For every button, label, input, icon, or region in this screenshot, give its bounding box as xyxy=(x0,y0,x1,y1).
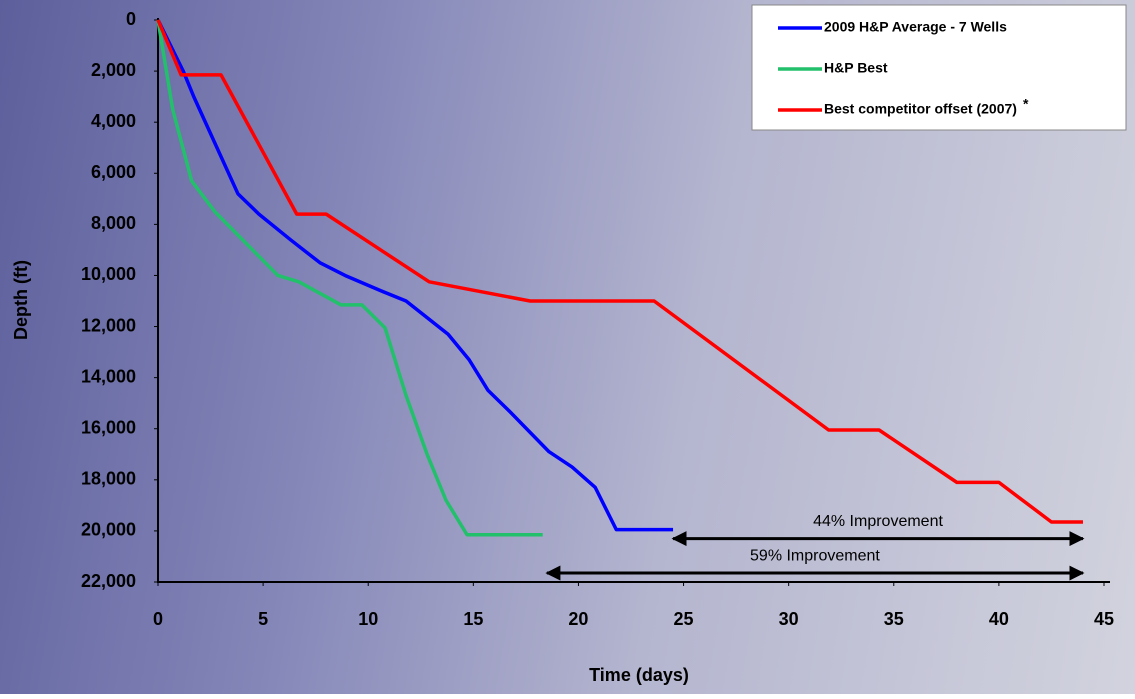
y-tick-label: 4,000 xyxy=(91,111,136,131)
y-tick-label: 22,000 xyxy=(81,571,136,591)
x-tick-label: 25 xyxy=(674,609,694,629)
series-line xyxy=(156,19,1083,524)
x-tick-label: 5 xyxy=(258,609,268,629)
x-tick-label: 45 xyxy=(1094,609,1114,629)
legend-label: H&P Best xyxy=(824,60,888,76)
y-tick-label: 8,000 xyxy=(91,213,136,233)
x-tick-label: 10 xyxy=(358,609,378,629)
y-tick-label: 20,000 xyxy=(81,520,136,540)
x-tick-label: 20 xyxy=(568,609,588,629)
y-tick-label: 12,000 xyxy=(81,315,136,335)
x-tick-label: 0 xyxy=(153,609,163,629)
y-tick-label: 14,000 xyxy=(81,366,136,386)
y-tick-label: 18,000 xyxy=(81,469,136,489)
legend-label: Best competitor offset (2007) xyxy=(824,101,1017,117)
y-tick-label: 2,000 xyxy=(91,60,136,80)
series-line xyxy=(156,19,543,537)
x-tick-label: 40 xyxy=(989,609,1009,629)
y-tick-label: 6,000 xyxy=(91,162,136,182)
x-axis-title: Time (days) xyxy=(589,665,689,685)
legend-label: 2009 H&P Average - 7 Wells xyxy=(824,19,1007,35)
x-tick-label: 30 xyxy=(779,609,799,629)
x-tick-label: 35 xyxy=(884,609,904,629)
y-tick-label: 0 xyxy=(126,9,136,29)
legend-note: * xyxy=(1023,96,1029,112)
annotation-text: 44% Improvement xyxy=(813,513,943,530)
x-tick-label: 15 xyxy=(463,609,483,629)
annotation-text: 59% Improvement xyxy=(750,547,880,564)
y-axis-title: Depth (ft) xyxy=(11,260,31,340)
series-line xyxy=(156,19,674,532)
y-tick-label: 16,000 xyxy=(81,417,136,437)
y-tick-label: 10,000 xyxy=(81,264,136,284)
